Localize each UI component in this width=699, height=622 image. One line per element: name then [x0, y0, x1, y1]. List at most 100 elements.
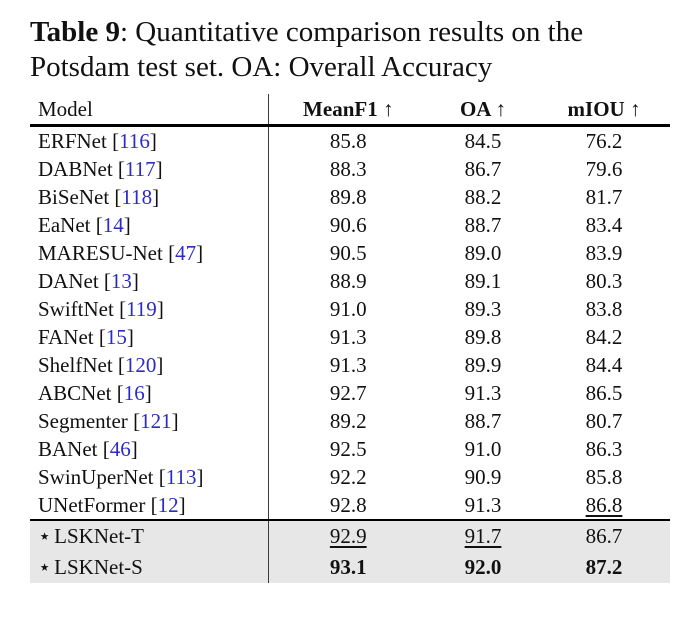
- model-cell: DABNet [117]: [30, 155, 269, 183]
- citation: [14]: [90, 212, 131, 237]
- star-icon: ⋆: [38, 524, 52, 548]
- table-row-ours: ⋆ LSKNet-S 93.1 92.0 87.2: [30, 552, 670, 583]
- value-cell: 83.9: [585, 240, 623, 265]
- value-cell: 87.2: [538, 552, 670, 583]
- table-row: ABCNet [16] 92.7 91.3 86.5: [30, 379, 670, 407]
- star-icon: ⋆: [38, 555, 52, 579]
- value-cell: 89.0: [464, 240, 502, 265]
- model-name: Segmenter: [38, 408, 128, 433]
- citation-link[interactable]: 119: [126, 296, 157, 321]
- value-cell: 88.2: [464, 184, 502, 209]
- citation-link[interactable]: 121: [140, 408, 172, 433]
- model-name: SwiftNet: [38, 296, 114, 321]
- model-cell: SwinUperNet [113]: [30, 463, 269, 491]
- citation-link[interactable]: 13: [110, 268, 132, 293]
- model-cell: ⋆ LSKNet-S: [30, 552, 269, 583]
- value-cell: 76.2: [585, 128, 623, 153]
- citation: [113]: [153, 464, 204, 489]
- value-cell: 88.3: [329, 156, 367, 181]
- model-name: ERFNet: [38, 128, 107, 153]
- value-cell: 86.7: [538, 520, 670, 552]
- value-cell: 91.3: [464, 492, 502, 517]
- table-caption-text-line1: : Quantitative comparison results on the: [120, 16, 584, 48]
- citation-link[interactable]: 15: [105, 324, 127, 349]
- value-cell: 89.1: [464, 268, 502, 293]
- citation-link[interactable]: 16: [123, 380, 145, 405]
- citation-link[interactable]: 113: [165, 464, 197, 489]
- value-cell: 83.8: [585, 296, 623, 321]
- citation: [47]: [162, 240, 204, 265]
- model-name: EaNet: [38, 212, 91, 237]
- model-cell: DANet [13]: [30, 267, 269, 295]
- model-name: UNetFormer: [38, 492, 146, 517]
- model-cell: ShelfNet [120]: [30, 351, 269, 379]
- table-row: ERFNet [116] 85.8 84.5 76.2: [30, 125, 670, 155]
- model-name: LSKNet-T: [54, 524, 144, 548]
- value-cell: 84.5: [464, 128, 502, 153]
- value-cell: 89.2: [329, 408, 367, 433]
- model-name: ShelfNet: [38, 352, 113, 377]
- paper-page: Table 9: Quantitative comparison results…: [30, 16, 670, 583]
- citation-link[interactable]: 46: [109, 436, 131, 461]
- column-header-oa: OA ↑: [459, 96, 507, 121]
- model-cell: ⋆ LSKNet-T: [30, 520, 269, 552]
- citation-link[interactable]: 117: [124, 156, 156, 181]
- value-cell: 80.7: [585, 408, 623, 433]
- model-name: BiSeNet: [38, 184, 110, 209]
- citation: [12]: [145, 492, 186, 517]
- table-caption-text-line2: Potsdam test set. OA: Overall Accuracy: [30, 51, 493, 83]
- citation-link[interactable]: 120: [124, 352, 157, 377]
- citation-link[interactable]: 116: [119, 128, 150, 153]
- model-cell: BANet [46]: [30, 435, 269, 463]
- table-row: Segmenter [121] 89.2 88.7 80.7: [30, 407, 670, 435]
- value-cell: 89.3: [464, 296, 502, 321]
- citation-link[interactable]: 47: [175, 240, 197, 265]
- value-cell: 92.5: [329, 436, 367, 461]
- model-name: LSKNet-S: [54, 555, 143, 579]
- citation-link[interactable]: 14: [102, 212, 124, 237]
- model-cell: MARESU-Net [47]: [30, 239, 269, 267]
- value-cell: 90.9: [464, 464, 502, 489]
- results-table: Model MeanF1 ↑ OA ↑ mIOU ↑ ERFNet [116] 8…: [30, 94, 670, 583]
- value-cell: 85.8: [329, 128, 367, 153]
- table-caption-label: Table 9: [30, 16, 120, 48]
- model-name: DANet: [38, 268, 99, 293]
- table-row: SwiftNet [119] 91.0 89.3 83.8: [30, 295, 670, 323]
- value-cell: 86.7: [464, 156, 502, 181]
- value-cell: 91.3: [464, 380, 502, 405]
- model-cell: EaNet [14]: [30, 211, 269, 239]
- citation: [119]: [113, 296, 164, 321]
- model-cell: ERFNet [116]: [30, 125, 269, 155]
- value-cell: 79.6: [585, 156, 623, 181]
- table-row: MARESU-Net [47] 90.5 89.0 83.9: [30, 239, 670, 267]
- value-cell: 90.6: [329, 212, 367, 237]
- value-cell: 91.0: [329, 296, 367, 321]
- value-cell: 83.4: [585, 212, 623, 237]
- citation: [117]: [112, 156, 163, 181]
- value-cell: 84.4: [585, 352, 623, 377]
- value-cell: 85.8: [585, 464, 623, 489]
- citation-link[interactable]: 118: [121, 184, 153, 209]
- value-cell: 91.0: [464, 436, 502, 461]
- citation: [15]: [93, 324, 134, 349]
- model-name: ABCNet: [38, 380, 112, 405]
- table-row: FANet [15] 91.3 89.8 84.2: [30, 323, 670, 351]
- value-cell: 91.7: [428, 520, 538, 552]
- value-cell: 86.8: [585, 492, 623, 517]
- table-row: ShelfNet [120] 91.3 89.9 84.4: [30, 351, 670, 379]
- value-cell: 91.3: [329, 324, 367, 349]
- model-name: FANet: [38, 324, 94, 349]
- model-name: SwinUperNet: [38, 464, 154, 489]
- citation-link[interactable]: 12: [157, 492, 179, 517]
- header-row: Model MeanF1 ↑ OA ↑ mIOU ↑: [30, 94, 670, 126]
- citation: [120]: [112, 352, 164, 377]
- value-cell: 86.5: [585, 380, 623, 405]
- table-row: BANet [46] 92.5 91.0 86.3: [30, 435, 670, 463]
- column-header-miou: mIOU ↑: [567, 96, 641, 121]
- model-name: MARESU-Net: [38, 240, 163, 265]
- table-row: UNetFormer [12] 92.8 91.3 86.8: [30, 491, 670, 520]
- value-cell: 91.3: [329, 352, 367, 377]
- table-row: BiSeNet [118] 89.8 88.2 81.7: [30, 183, 670, 211]
- value-cell: 88.7: [464, 212, 502, 237]
- table-row: EaNet [14] 90.6 88.7 83.4: [30, 211, 670, 239]
